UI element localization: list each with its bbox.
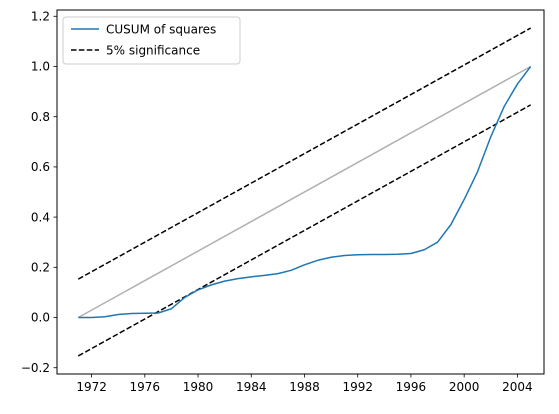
series-line-1 xyxy=(77,27,532,280)
plot-area xyxy=(77,27,532,357)
x-axis: 1972 1976 1980 1984 1988 1992 1996 2000 2004 xyxy=(76,374,533,394)
y-tick-label-0: −0.2 xyxy=(21,361,50,375)
legend: CUSUM of squares 5% significance xyxy=(62,16,241,65)
legend-label-cusum: CUSUM of squares xyxy=(106,23,216,37)
x-tick-label-1972: 1972 xyxy=(76,380,107,394)
series-line-3 xyxy=(77,65,532,319)
axes-frame xyxy=(56,9,545,375)
x-tick-label-1984: 1984 xyxy=(236,380,267,394)
y-tick-label-7: 1.2 xyxy=(31,9,50,23)
y-tick-label-1: 0.0 xyxy=(31,311,50,325)
y-tick-label-5: 0.8 xyxy=(31,110,50,124)
x-tick-label-1988: 1988 xyxy=(289,380,320,394)
y-tick-label-6: 1.0 xyxy=(31,60,50,74)
legend-label-significance: 5% significance xyxy=(106,44,200,58)
series-line-0 xyxy=(78,66,532,319)
y-axis: −0.2 0.0 0.2 0.4 0.6 0.8 1.0 1.2 xyxy=(21,9,57,375)
x-tick-label-1980: 1980 xyxy=(183,380,214,394)
x-tick-label-2004: 2004 xyxy=(502,380,533,394)
y-tick-label-3: 0.4 xyxy=(31,210,50,224)
y-tick-label-2: 0.2 xyxy=(31,261,50,275)
x-tick-label-1996: 1996 xyxy=(396,380,427,394)
series-line-2 xyxy=(77,104,532,357)
x-tick-label-2000: 2000 xyxy=(449,380,480,394)
x-tick-label-1976: 1976 xyxy=(130,380,161,394)
x-tick-label-1992: 1992 xyxy=(342,380,373,394)
legend-box xyxy=(62,16,241,65)
y-tick-label-4: 0.6 xyxy=(31,160,50,174)
